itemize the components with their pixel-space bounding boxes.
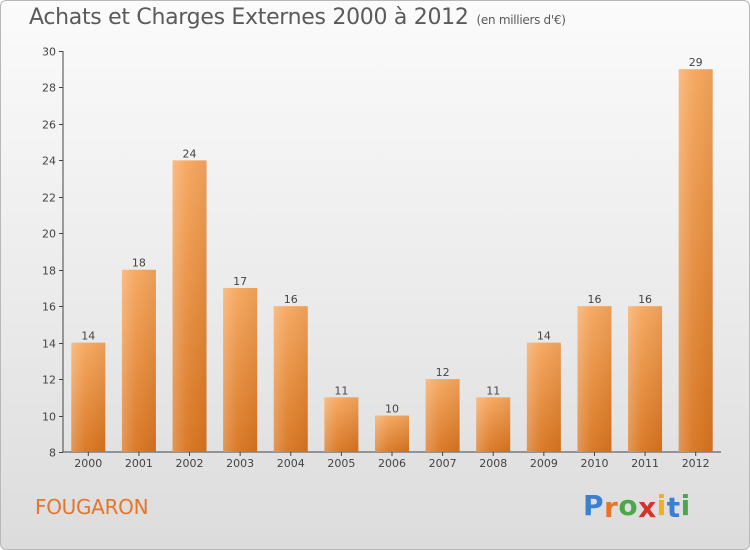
y-tick-label: 18 [42,265,56,278]
x-tick-label: 2004 [277,457,305,470]
bar-value-label: 11 [486,384,500,397]
y-tick-label: 12 [42,374,56,387]
chart-subtitle: (en milliers d'€) [476,13,566,27]
bar-shine [71,342,106,452]
bar-shine [526,342,561,452]
logo-letter: i [680,489,691,522]
y-tick-label: 22 [42,192,56,205]
x-tick-label: 2007 [429,457,457,470]
bar-value-label: 17 [233,275,247,288]
chart-title: Achats et Charges Externes 2000 à 2012 (e… [29,5,566,30]
x-tick-label: 2010 [580,457,608,470]
y-tick-label: 24 [42,155,56,168]
y-tick-label: 8 [49,447,56,460]
bar-value-label: 29 [689,56,703,69]
bar-value-label: 16 [638,293,652,306]
bar-value-label: 14 [537,330,551,343]
bar-value-label: 10 [385,403,399,416]
bar-value-label: 18 [132,257,146,270]
x-tick-label: 2005 [327,457,355,470]
x-tick-label: 2006 [378,457,406,470]
x-tick-label: 2008 [479,457,507,470]
bar-shine [121,269,156,452]
bar-shine [375,415,409,452]
y-tick-label: 16 [42,301,56,314]
logo-letter: x [638,491,657,524]
logo-letter: o [618,489,639,522]
bar-shine [628,306,663,452]
logo-letter: P [583,489,605,522]
bar-shine [324,397,359,452]
logo-letter: i [656,489,667,522]
bar-shine [476,397,511,452]
y-tick-label: 28 [42,82,56,95]
y-tick-label: 14 [42,338,56,351]
plot-area: 8 10 12 14 16 18 20 22 24 26 28 30 14 2000 18 2001 24 200… [42,46,721,470]
bar-shine [425,379,460,452]
bar-shine [223,287,258,452]
y-tick-label: 26 [42,119,56,132]
bar-shine [678,69,713,453]
chart-title-text: Achats et Charges Externes 2000 à 2012 [29,5,469,30]
x-tick-label: 2012 [682,457,710,470]
bar-shine [172,160,207,452]
bar-value-label: 16 [587,293,601,306]
proxiti-logo: Proxiti [583,489,691,524]
x-tick-label: 2011 [631,457,659,470]
bar-value-label: 14 [81,330,95,343]
x-tick-label: 2001 [125,457,153,470]
bar-value-label: 24 [183,147,197,160]
bar-value-label: 16 [284,293,298,306]
x-tick-label: 2002 [176,457,204,470]
bar-value-label: 12 [436,366,450,379]
logo-letter: t [666,491,681,524]
bar-shine [577,306,612,452]
bar-value-label: 11 [334,384,348,397]
x-tick-label: 2003 [226,457,254,470]
x-tick-label: 2009 [530,457,558,470]
logo-letter: r [604,491,619,524]
bar-shine [273,306,308,452]
x-tick-label: 2000 [74,457,102,470]
y-tick-label: 30 [42,46,56,59]
commune-name: FOUGARON [35,495,149,519]
y-tick-label: 20 [42,228,56,241]
y-tick-label: 10 [42,411,56,424]
